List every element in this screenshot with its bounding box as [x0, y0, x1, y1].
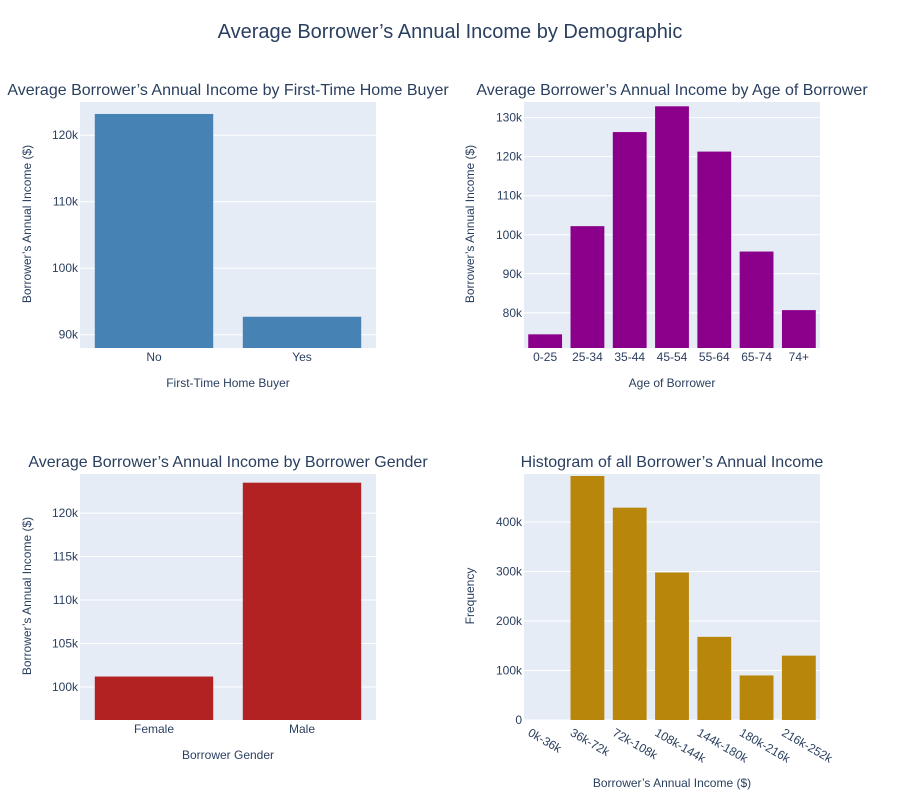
y-tick-label-histogram: 300k [496, 565, 523, 579]
y-tick-label-histogram: 200k [496, 614, 523, 628]
y-tick-label-age: 90k [503, 267, 523, 281]
subplot-histogram: Histogram of all Borrower’s Annual Incom… [463, 454, 836, 790]
x-tick-label-histogram: 72k-108k [610, 725, 661, 762]
x-tick-label-age: 65-74 [741, 350, 772, 364]
x-tick-label-histogram: 36k-72k [568, 725, 613, 759]
y-tick-label-age: 120k [496, 150, 523, 164]
x-axis-title-first-time-buyer: First-Time Home Buyer [166, 376, 290, 390]
subplot-title-age: Average Borrower’s Annual Income by Age … [476, 82, 868, 99]
y-tick-label-gender: 115k [53, 550, 79, 564]
x-tick-label-first-time-buyer: Yes [292, 350, 312, 364]
bar-age [528, 334, 563, 348]
x-tick-label-age: 0-25 [533, 350, 557, 364]
y-tick-label-gender: 120k [52, 506, 79, 520]
x-axis-title-histogram: Borrower’s Annual Income ($) [593, 776, 751, 790]
bar-histogram [570, 475, 605, 720]
y-tick-label-age: 100k [496, 228, 523, 242]
subplot-age: Average Borrower’s Annual Income by Age … [463, 82, 868, 390]
bar-age [655, 106, 689, 349]
y-tick-label-age: 130k [496, 111, 523, 125]
y-tick-label-histogram: 100k [496, 664, 523, 678]
y-tick-label-histogram: 400k [496, 515, 523, 529]
subplot-title-first-time-buyer: Average Borrower’s Annual Income by Firs… [7, 82, 449, 99]
y-tick-label-first-time-buyer: 110k [53, 195, 79, 209]
subplot-title-gender: Average Borrower’s Annual Income by Borr… [28, 454, 428, 471]
x-tick-label-histogram: 0k-36k [526, 725, 565, 756]
y-tick-label-gender: 105k [52, 637, 79, 651]
y-tick-label-age: 80k [503, 306, 523, 320]
y-tick-label-first-time-buyer: 90k [59, 328, 79, 342]
y-tick-label-age: 110k [497, 189, 523, 203]
bar-age [697, 151, 732, 348]
bar-first-time-buyer [94, 113, 214, 349]
x-tick-label-gender: Male [289, 722, 315, 736]
bar-histogram [612, 507, 647, 720]
y-axis-title-histogram: Frequency [463, 568, 477, 625]
bar-gender [94, 676, 214, 720]
bar-histogram [781, 655, 816, 720]
x-tick-label-gender: Female [134, 722, 174, 736]
x-tick-label-age: 45-54 [657, 350, 688, 364]
bar-age [739, 251, 774, 348]
y-tick-label-gender: 110k [53, 593, 79, 607]
y-axis-title-gender: Borrower’s Annual Income ($) [20, 517, 34, 675]
y-tick-label-histogram: 0 [515, 713, 522, 727]
bar-age [612, 132, 647, 348]
subplot-title-histogram: Histogram of all Borrower’s Annual Incom… [521, 454, 824, 471]
subplot-first-time-buyer: Average Borrower’s Annual Income by Firs… [7, 82, 449, 390]
y-tick-label-first-time-buyer: 100k [52, 261, 79, 275]
y-axis-title-first-time-buyer: Borrower’s Annual Income ($) [20, 145, 34, 303]
x-tick-label-age: 25-34 [572, 350, 603, 364]
bar-gender [242, 482, 362, 720]
bar-histogram [655, 572, 689, 720]
figure-title: Average Borrower’s Annual Income by Demo… [218, 21, 683, 43]
bar-age [781, 310, 816, 348]
x-axis-title-gender: Borrower Gender [182, 748, 274, 762]
y-axis-title-age: Borrower’s Annual Income ($) [463, 145, 477, 303]
y-tick-label-first-time-buyer: 120k [52, 128, 79, 142]
x-axis-title-age: Age of Borrower [629, 376, 716, 390]
bar-first-time-buyer [242, 316, 362, 348]
x-tick-label-age: 74+ [789, 350, 809, 364]
x-tick-label-age: 35-44 [614, 350, 645, 364]
y-tick-label-gender: 100k [52, 680, 79, 694]
subplot-gender: Average Borrower’s Annual Income by Borr… [20, 454, 428, 762]
x-tick-label-age: 55-64 [699, 350, 730, 364]
bar-histogram [739, 675, 774, 720]
bar-age [570, 226, 605, 348]
x-tick-label-first-time-buyer: No [146, 350, 162, 364]
bar-histogram [697, 636, 732, 720]
